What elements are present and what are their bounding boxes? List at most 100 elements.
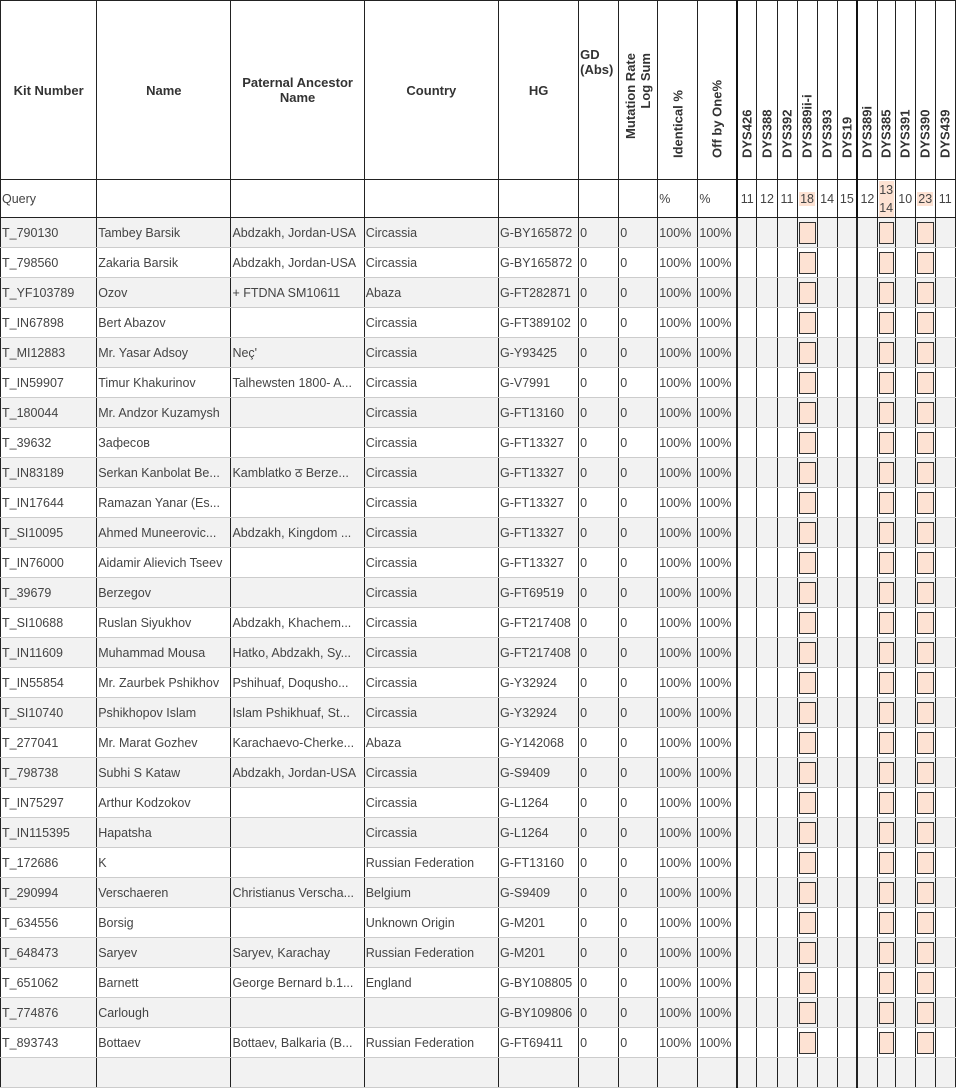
cell-dys392 [777, 908, 797, 938]
cell-dys391 [895, 488, 915, 518]
match-box [879, 342, 894, 364]
col-dys385[interactable]: DYS385 [877, 1, 895, 180]
cell-country: Circassia [364, 578, 498, 608]
cell-dys19 [837, 278, 857, 308]
cell-gd: 0 [579, 548, 619, 578]
cell-mutation-rate: 0 [619, 518, 658, 548]
cell-name: Mr. Andzor Kuzamysh [97, 398, 231, 428]
col-hg[interactable]: HG [498, 1, 578, 180]
col-identical[interactable]: Identical % [658, 1, 698, 180]
cell-dys389i [857, 1058, 877, 1088]
cell-kit-number: T_180044 [1, 398, 97, 428]
match-box [799, 732, 816, 754]
cell-paternal-ancestor: Abdzakh, Jordan-USA [231, 248, 364, 278]
match-box [917, 222, 934, 244]
cell-dys389i [857, 338, 877, 368]
cell-dys426 [737, 788, 757, 818]
col-mutation-rate[interactable]: Mutation Rate Log Sum [619, 1, 658, 180]
col-country[interactable]: Country [364, 1, 498, 180]
cell-dys390 [915, 728, 935, 758]
match-box [799, 312, 816, 334]
cell-dys393 [817, 218, 837, 248]
cell-dys385 [877, 1058, 895, 1088]
col-dys388[interactable]: DYS388 [757, 1, 777, 180]
cell-dys392 [777, 698, 797, 728]
cell-dys19 [837, 398, 857, 428]
cell-dys385 [877, 908, 895, 938]
cell-name: Arthur Kodzokov [97, 788, 231, 818]
cell-dys392 [777, 878, 797, 908]
col-dys439[interactable]: DYS439 [935, 1, 955, 180]
cell-mutation-rate: 0 [619, 1028, 658, 1058]
col-kit-number[interactable]: Kit Number [1, 1, 97, 180]
match-box [879, 972, 894, 994]
cell-dys391 [895, 668, 915, 698]
cell-dys391 [895, 878, 915, 908]
cell-dys426 [737, 458, 757, 488]
col-name[interactable]: Name [97, 1, 231, 180]
cell-dys389ii-i [797, 368, 817, 398]
table-row[interactable] [1, 1058, 956, 1088]
cell-mutation-rate: 0 [619, 368, 658, 398]
col-dys389i[interactable]: DYS389i [857, 1, 877, 180]
col-dys391[interactable]: DYS391 [895, 1, 915, 180]
match-box [917, 492, 934, 514]
cell-country: Unknown Origin [364, 908, 498, 938]
cell-dys439 [935, 608, 955, 638]
cell-off-by-one: 100% [698, 908, 737, 938]
query-dys393: 14 [817, 180, 837, 218]
cell-paternal-ancestor: Islam Pshikhuaf, St... [231, 698, 364, 728]
cell-dys389ii-i [797, 998, 817, 1028]
col-off-by-one[interactable]: Off by One% [698, 1, 737, 180]
cell-gd: 0 [579, 758, 619, 788]
cell-country: Circassia [364, 398, 498, 428]
query-value: 10 [898, 192, 912, 206]
cell-hg: G-Y142068 [498, 728, 578, 758]
cell-dys439 [935, 758, 955, 788]
col-dys426[interactable]: DYS426 [737, 1, 757, 180]
col-gd[interactable]: GD (Abs) [579, 1, 619, 180]
col-dys390[interactable]: DYS390 [915, 1, 935, 180]
col-dys19[interactable]: DYS19 [837, 1, 857, 180]
cell-dys389ii-i [797, 308, 817, 338]
cell-hg: G-M201 [498, 938, 578, 968]
col-dys389ii-i[interactable]: DYS389ii-i [797, 1, 817, 180]
match-box [799, 282, 816, 304]
col-dys392[interactable]: DYS392 [777, 1, 797, 180]
cell-dys439 [935, 428, 955, 458]
cell-dys393 [817, 818, 837, 848]
cell-mutation-rate: 0 [619, 218, 658, 248]
col-dys393[interactable]: DYS393 [817, 1, 837, 180]
col-paternal-ancestor[interactable]: Paternal Ancestor Name [231, 1, 364, 180]
query-dys388: 12 [757, 180, 777, 218]
cell-dys392 [777, 608, 797, 638]
